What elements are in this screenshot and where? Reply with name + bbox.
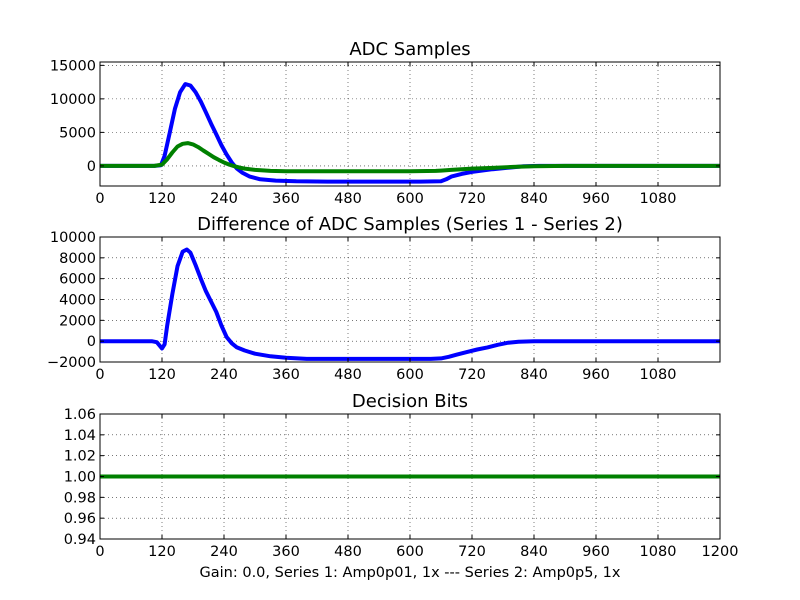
y-tick-label: 0 xyxy=(87,334,96,350)
chart-title: Decision Bits xyxy=(352,391,468,412)
x-tick-label: 480 xyxy=(334,191,362,207)
x-tick-label: 120 xyxy=(148,191,176,207)
x-tick-label: 960 xyxy=(582,367,610,383)
y-tick-label: 10000 xyxy=(50,92,96,108)
x-tick-label: 360 xyxy=(272,191,300,207)
x-tick-label: 600 xyxy=(396,544,424,560)
y-tick-label: 0.98 xyxy=(64,490,96,506)
chart-panel-1: 0 120 240 360 480 600 720 840 960 1080 0 5000 10000 1… xyxy=(50,39,721,207)
y-tick-label: 8000 xyxy=(59,251,96,267)
x-tick-label: 960 xyxy=(582,544,610,560)
x-tick-label: 840 xyxy=(520,191,548,207)
y-tick-label: 1.04 xyxy=(64,428,96,444)
x-tick-label: 600 xyxy=(396,191,424,207)
x-tick-label: 1080 xyxy=(640,544,677,560)
x-tick-label: 1080 xyxy=(640,191,677,207)
x-tick-label: 0 xyxy=(95,367,104,383)
x-tick-label: 240 xyxy=(210,367,238,383)
y-tick-label: 0.96 xyxy=(64,511,96,527)
x-tick-label: 960 xyxy=(582,191,610,207)
y-tick-label: 1.06 xyxy=(64,407,96,423)
x-tick-label: 240 xyxy=(210,191,238,207)
y-tick-label: −2000 xyxy=(47,355,96,371)
x-tick-label: 840 xyxy=(520,544,548,560)
y-tick-label: 1.00 xyxy=(64,470,96,486)
y-tick-label: 0.94 xyxy=(64,532,96,548)
x-tick-label: 120 xyxy=(148,544,176,560)
series-line-2 xyxy=(100,141,720,174)
x-tick-label: 0 xyxy=(95,544,104,560)
x-tick-label: 720 xyxy=(458,544,486,560)
chart-panel-3: 0 120 240 360 480 600 720 840 960 1080 1200 0.94 0.9… xyxy=(64,391,739,560)
x-tick-label: 240 xyxy=(210,544,238,560)
y-tick-label: 5000 xyxy=(59,125,96,141)
x-tick-label: 360 xyxy=(272,367,300,383)
x-tick-label: 1200 xyxy=(702,544,739,560)
y-tick-label: 0 xyxy=(87,159,96,175)
x-tick-label: 1080 xyxy=(640,367,677,383)
x-tick-label: 480 xyxy=(334,367,362,383)
x-tick-label: 600 xyxy=(396,367,424,383)
y-tick-label: 10000 xyxy=(50,230,96,246)
y-tick-label: 15000 xyxy=(50,58,96,74)
chart-title: Difference of ADC Samples (Series 1 - Se… xyxy=(197,214,623,235)
x-tick-label: 720 xyxy=(458,367,486,383)
x-tick-label: 720 xyxy=(458,191,486,207)
x-tick-label: 360 xyxy=(272,544,300,560)
series-line-1 xyxy=(100,247,720,361)
y-tick-label: 6000 xyxy=(59,272,96,288)
x-tick-label: 0 xyxy=(95,191,104,207)
chart-title: ADC Samples xyxy=(349,39,470,60)
y-tick-label: 2000 xyxy=(59,313,96,329)
y-tick-label: 4000 xyxy=(59,293,96,309)
x-tick-label: 840 xyxy=(520,367,548,383)
x-axis-label: Gain: 0.0, Series 1: Amp0p01, 1x --- Ser… xyxy=(200,565,621,581)
y-tick-label: 1.02 xyxy=(64,449,96,465)
chart-panel-2: 0 120 240 360 480 600 720 840 960 1080−2000020004… xyxy=(47,214,721,383)
x-tick-label: 480 xyxy=(334,544,362,560)
x-tick-label: 120 xyxy=(148,367,176,383)
